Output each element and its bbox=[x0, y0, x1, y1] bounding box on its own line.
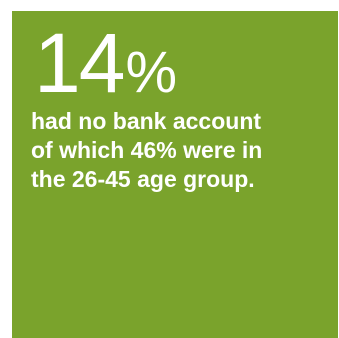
caption-line: had no bank account bbox=[31, 108, 262, 134]
headline-stat: 14% bbox=[34, 21, 177, 105]
caption-line: of which 46% were in bbox=[31, 137, 263, 163]
caption-line: the 26-45 age group. bbox=[31, 166, 255, 192]
stat-unit: % bbox=[125, 40, 178, 105]
stat-number: 14 bbox=[34, 16, 125, 110]
stat-tile: 14% had no bank account of which 46% wer… bbox=[12, 11, 338, 338]
stat-caption: had no bank account of which 46% were in… bbox=[31, 107, 331, 194]
